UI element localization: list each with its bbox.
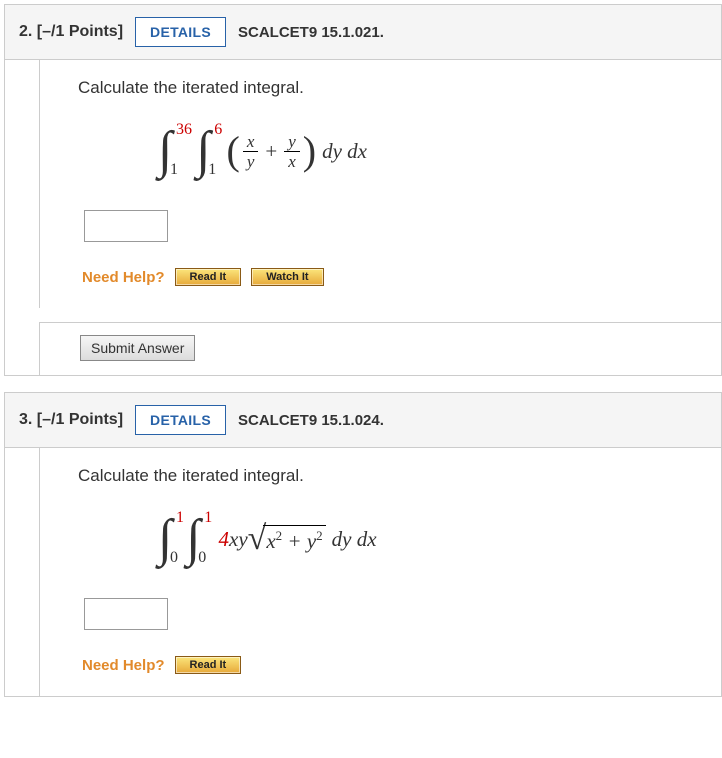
need-help-row: Need Help? Read It: [82, 656, 699, 674]
question-code: SCALCET9 15.1.024.: [238, 412, 384, 429]
need-help-row: Need Help? Read It Watch It: [82, 268, 699, 286]
fraction-1: x y: [243, 133, 259, 170]
question-prompt: Calculate the iterated integral.: [78, 78, 699, 98]
read-it-button[interactable]: Read It: [175, 656, 242, 674]
math-expression: ∫ 1 0 ∫ 1 0 4xy √ x2 + y2 dy dx: [158, 508, 699, 570]
question-number: 2. [–/1 Points]: [19, 23, 123, 41]
inner-lower-limit: 1: [208, 161, 216, 179]
integral-outer-icon: ∫ 36 1: [158, 125, 172, 177]
outer-upper-limit: 1: [176, 509, 184, 527]
coefficient: 4: [219, 527, 230, 552]
question-number: 3. [–/1 Points]: [19, 411, 123, 429]
outer-upper-limit: 36: [176, 121, 192, 139]
question-header: 2. [–/1 Points] DETAILS SCALCET9 15.1.02…: [5, 5, 721, 60]
question-body: Calculate the iterated integral. ∫ 1 0 ∫…: [39, 448, 721, 696]
answer-input[interactable]: [84, 210, 168, 242]
question-prompt: Calculate the iterated integral.: [78, 466, 699, 486]
inner-lower-limit: 0: [198, 549, 206, 567]
submit-answer-button[interactable]: Submit Answer: [80, 335, 195, 361]
integral-inner-icon: ∫ 1 0: [186, 513, 200, 565]
plus-sign: +: [265, 139, 277, 164]
fraction-2: y x: [284, 133, 300, 170]
sqrt-body: x2 + y2: [263, 525, 325, 554]
submit-row: Submit Answer: [39, 322, 721, 375]
details-button[interactable]: DETAILS: [135, 17, 226, 47]
read-it-button[interactable]: Read It: [175, 268, 242, 286]
integral-outer-icon: ∫ 1 0: [158, 513, 172, 565]
question-3: 3. [–/1 Points] DETAILS SCALCET9 15.1.02…: [4, 392, 722, 697]
watch-it-button[interactable]: Watch It: [251, 268, 323, 286]
need-help-label: Need Help?: [82, 657, 165, 674]
outer-lower-limit: 0: [170, 549, 178, 567]
question-code: SCALCET9 15.1.021.: [238, 24, 384, 41]
answer-input[interactable]: [84, 598, 168, 630]
details-button[interactable]: DETAILS: [135, 405, 226, 435]
question-body: Calculate the iterated integral. ∫ 36 1 …: [39, 60, 721, 308]
inner-upper-limit: 1: [204, 509, 212, 527]
question-header: 3. [–/1 Points] DETAILS SCALCET9 15.1.02…: [5, 393, 721, 448]
math-expression: ∫ 36 1 ∫ 6 1 ( x y + y x ) dy dx: [158, 120, 699, 182]
differentials: dy dx: [322, 139, 367, 164]
differentials: dy dx: [332, 527, 377, 552]
xy-term: xy: [229, 527, 248, 552]
outer-lower-limit: 1: [170, 161, 178, 179]
inner-upper-limit: 6: [214, 121, 222, 139]
need-help-label: Need Help?: [82, 269, 165, 286]
sqrt-expression: √ x2 + y2: [248, 525, 326, 554]
integral-inner-icon: ∫ 6 1: [196, 125, 210, 177]
question-2: 2. [–/1 Points] DETAILS SCALCET9 15.1.02…: [4, 4, 722, 376]
